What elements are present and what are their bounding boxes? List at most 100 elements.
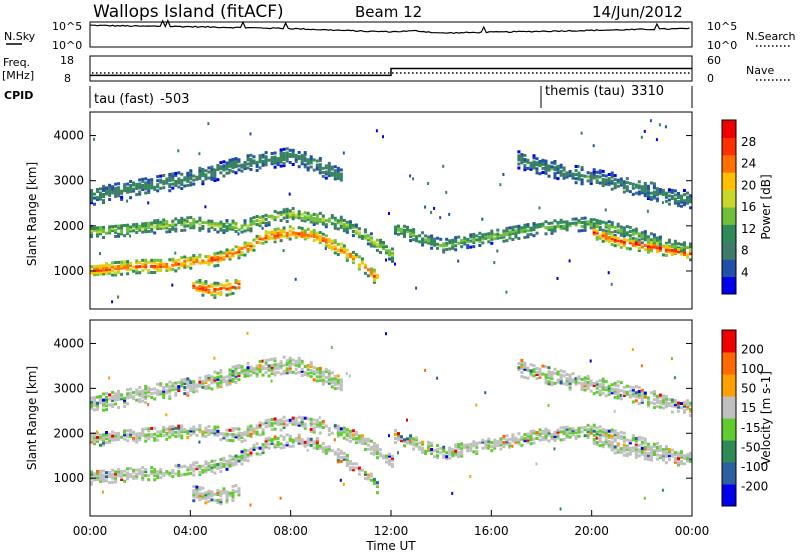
power-cell <box>99 226 102 230</box>
vel-cell <box>267 418 271 422</box>
vel-cell <box>261 432 265 436</box>
power-cell <box>270 232 274 236</box>
power-cell <box>505 226 509 230</box>
power-cell <box>634 238 638 242</box>
power-cell <box>114 267 118 271</box>
power-cell <box>318 159 322 163</box>
power-cell <box>159 266 163 270</box>
vel-cell <box>171 431 175 435</box>
power-cell <box>204 205 207 209</box>
power-cell <box>225 219 229 223</box>
vel-cell <box>616 396 620 400</box>
power-cell <box>592 232 596 236</box>
power-cell <box>273 216 277 220</box>
power-cell <box>643 188 647 191</box>
power-cell <box>312 212 316 216</box>
vel-cell <box>631 386 635 390</box>
vel-cell <box>610 389 614 393</box>
vel-cell <box>607 433 611 437</box>
vel-cell <box>219 463 223 467</box>
vel-cell <box>547 433 551 437</box>
power-cell <box>559 165 563 169</box>
power-cell <box>523 164 527 168</box>
power-cell <box>306 162 310 166</box>
vel-cell <box>96 437 99 441</box>
power-cell <box>547 228 551 231</box>
vel-cell <box>673 399 677 402</box>
vel-cell <box>177 463 181 467</box>
power-cell <box>207 256 211 260</box>
vel-cell <box>93 396 96 400</box>
power-cell <box>315 215 319 219</box>
power-cell <box>279 148 283 152</box>
power-cell <box>490 235 494 239</box>
vel-cell <box>153 470 157 474</box>
vel-cell <box>324 370 328 374</box>
vel-cell <box>339 427 343 431</box>
power-cell <box>195 220 199 224</box>
vel-cell <box>360 436 364 440</box>
power-cell <box>610 173 614 177</box>
vel-cell <box>111 480 115 484</box>
vel-cell <box>294 367 298 371</box>
vel-cell <box>499 443 503 447</box>
power-cell <box>198 255 202 259</box>
xtick-label: 08:00 <box>273 524 308 538</box>
power-cell <box>282 226 286 230</box>
power-cell <box>351 223 355 227</box>
power-cell <box>216 291 220 295</box>
vel-cell <box>171 425 175 429</box>
power-cell <box>297 232 301 236</box>
vel-cell <box>285 419 289 423</box>
power-cell <box>547 226 551 229</box>
power-cell <box>156 262 160 266</box>
vel-cell <box>514 440 518 444</box>
power-cell <box>363 265 367 269</box>
power-cell <box>406 227 409 231</box>
vel-cell <box>689 451 692 455</box>
power-cell <box>303 159 307 163</box>
vel-cell <box>649 454 653 458</box>
vel-cell <box>135 432 139 436</box>
power-cell <box>607 173 611 176</box>
power-cell <box>129 184 133 187</box>
vel-cell <box>327 381 331 385</box>
vel-cell <box>252 367 256 371</box>
vel-cell <box>673 376 676 380</box>
power-cell <box>652 196 656 200</box>
vel-cell <box>409 439 412 443</box>
vel-cell <box>348 433 352 437</box>
vel-cell <box>114 434 118 438</box>
power-cell <box>318 165 322 169</box>
power-cell <box>246 166 250 170</box>
power-cell <box>213 293 217 297</box>
vel-cell <box>168 394 172 398</box>
vel-cell <box>252 371 256 375</box>
vel-cell <box>610 383 614 387</box>
power-cell <box>526 158 530 162</box>
power-cell <box>315 165 319 169</box>
vel-cell <box>421 450 425 454</box>
vel-cell <box>207 384 211 388</box>
power-cell <box>150 271 154 274</box>
power-cell <box>321 220 325 224</box>
vel-cell <box>646 396 650 400</box>
power-cell <box>231 161 235 165</box>
power-cell <box>622 226 626 230</box>
power-cell <box>643 244 647 247</box>
vel-cell <box>345 464 349 467</box>
vel-cell <box>222 378 226 382</box>
power-cell <box>649 245 653 249</box>
vel-cell <box>547 370 551 374</box>
vel-cell <box>598 383 602 387</box>
power-cell <box>391 255 394 259</box>
vel-cell <box>366 477 370 481</box>
vel-cell <box>315 447 319 450</box>
power-cell <box>631 239 635 243</box>
vel-cell <box>580 383 584 387</box>
vel-cell <box>144 427 148 431</box>
vel-cell <box>598 429 602 433</box>
power-cell <box>589 218 593 222</box>
vel-cell <box>529 438 533 442</box>
vel-cell <box>141 433 145 437</box>
